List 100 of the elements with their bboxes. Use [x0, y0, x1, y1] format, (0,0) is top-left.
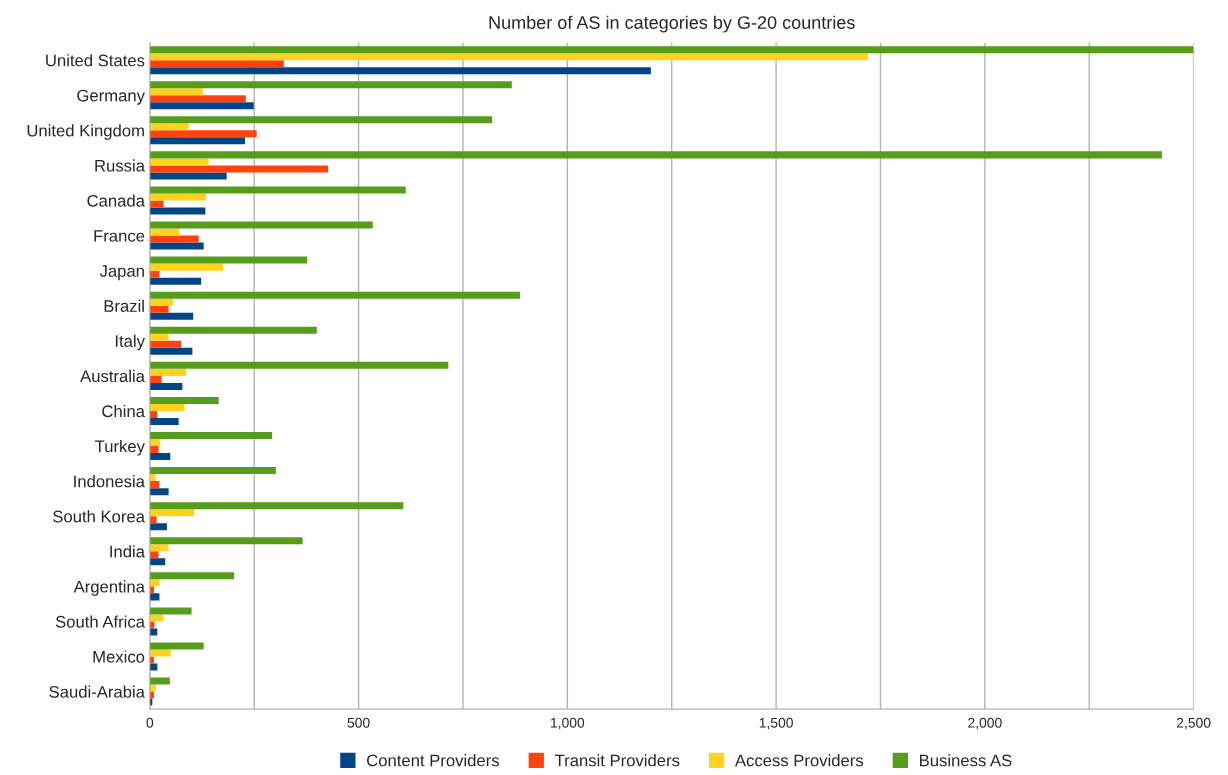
bar	[149, 312, 194, 320]
bar	[149, 277, 202, 285]
bar	[149, 474, 156, 482]
bar	[149, 537, 303, 545]
bar	[149, 396, 219, 404]
bar	[149, 347, 193, 355]
bar	[149, 684, 156, 692]
y-tick-label: China	[102, 404, 145, 418]
x-tick-label: 0	[146, 717, 154, 728]
bar	[149, 453, 171, 461]
y-tick-label: Mexico	[93, 650, 145, 663]
bar	[149, 305, 169, 313]
chart-title: Number of AS in categories by G-20 countries	[489, 15, 855, 33]
bar	[149, 502, 404, 510]
bar	[149, 551, 159, 559]
y-tick-label: Turkey	[95, 439, 145, 456]
bar	[149, 481, 160, 489]
bar	[149, 417, 179, 425]
x-tick-label: 2,500	[1176, 717, 1211, 730]
bar	[149, 628, 158, 636]
bar	[149, 88, 203, 96]
bar	[149, 677, 170, 685]
bar	[149, 509, 195, 517]
bar	[149, 123, 189, 131]
bar	[149, 60, 284, 68]
bar	[149, 151, 1162, 159]
bar	[149, 326, 317, 334]
bar	[149, 207, 206, 215]
bar	[149, 446, 159, 454]
bar	[149, 663, 158, 671]
y-tick-label: Brazil	[104, 299, 144, 312]
bar	[149, 53, 868, 61]
y-tick-label: Indonesia	[74, 475, 145, 488]
bar	[149, 67, 651, 75]
bar	[149, 467, 276, 475]
bar	[149, 614, 164, 622]
x-tick-label: 1,500	[759, 717, 793, 730]
legend-label: Business AS	[920, 754, 1012, 767]
y-tick-label: South Korea	[53, 510, 145, 523]
bar	[149, 165, 329, 173]
bar	[149, 656, 154, 664]
bar	[149, 642, 204, 650]
bar	[149, 523, 167, 531]
bar	[149, 130, 257, 138]
bar	[149, 228, 180, 236]
legend-label: Content Providers	[367, 754, 499, 767]
y-tick-label: Japan	[99, 265, 144, 281]
x-tick-label: 500	[347, 717, 370, 728]
bar	[149, 186, 406, 194]
bar	[149, 607, 192, 615]
bar	[149, 375, 162, 383]
bar	[149, 333, 169, 341]
bar	[149, 382, 183, 390]
bar	[149, 291, 521, 299]
bar	[149, 298, 174, 306]
bar	[149, 572, 235, 580]
bar	[149, 579, 160, 587]
bar	[149, 558, 166, 566]
bar	[149, 340, 182, 348]
bar	[149, 95, 246, 103]
bar	[149, 46, 1194, 54]
bar	[149, 263, 223, 271]
y-tick-label: Argentina	[73, 580, 145, 596]
bar	[149, 221, 373, 229]
bar	[149, 691, 154, 699]
y-tick-label: France	[94, 230, 145, 242]
bar	[149, 235, 199, 243]
y-tick-label: South Africa	[55, 615, 145, 628]
legend-label: Access Providers	[734, 754, 864, 767]
y-tick-label: Russia	[95, 159, 145, 172]
bar	[149, 158, 209, 166]
y-tick-label: Saudi-Arabia	[49, 685, 145, 698]
bar	[149, 81, 512, 89]
bar	[149, 488, 169, 496]
bar	[149, 270, 160, 278]
bar	[149, 368, 187, 376]
legend-label: Transit Providers	[554, 754, 680, 767]
y-tick-label: India	[110, 545, 145, 558]
bar	[149, 439, 161, 447]
y-tick-label: Germany	[77, 89, 145, 105]
bar	[149, 172, 227, 180]
bar	[149, 649, 171, 657]
bar	[149, 403, 185, 411]
bar	[149, 102, 254, 110]
y-tick-label: United Kingdom	[27, 124, 144, 140]
bar	[149, 586, 154, 594]
bar	[149, 432, 273, 440]
bar	[149, 410, 158, 418]
bar	[149, 200, 164, 208]
bar	[149, 242, 204, 250]
bar	[149, 593, 160, 601]
bar	[149, 361, 449, 369]
y-tick-label: United States	[46, 54, 145, 67]
x-tick-label: 1,000	[551, 717, 585, 730]
bar	[149, 137, 246, 145]
bar	[149, 193, 207, 201]
y-tick-label: Canada	[87, 194, 145, 207]
x-tick-label: 2,000	[968, 717, 1002, 730]
bar	[149, 544, 169, 552]
y-tick-label: Italy	[115, 334, 145, 351]
